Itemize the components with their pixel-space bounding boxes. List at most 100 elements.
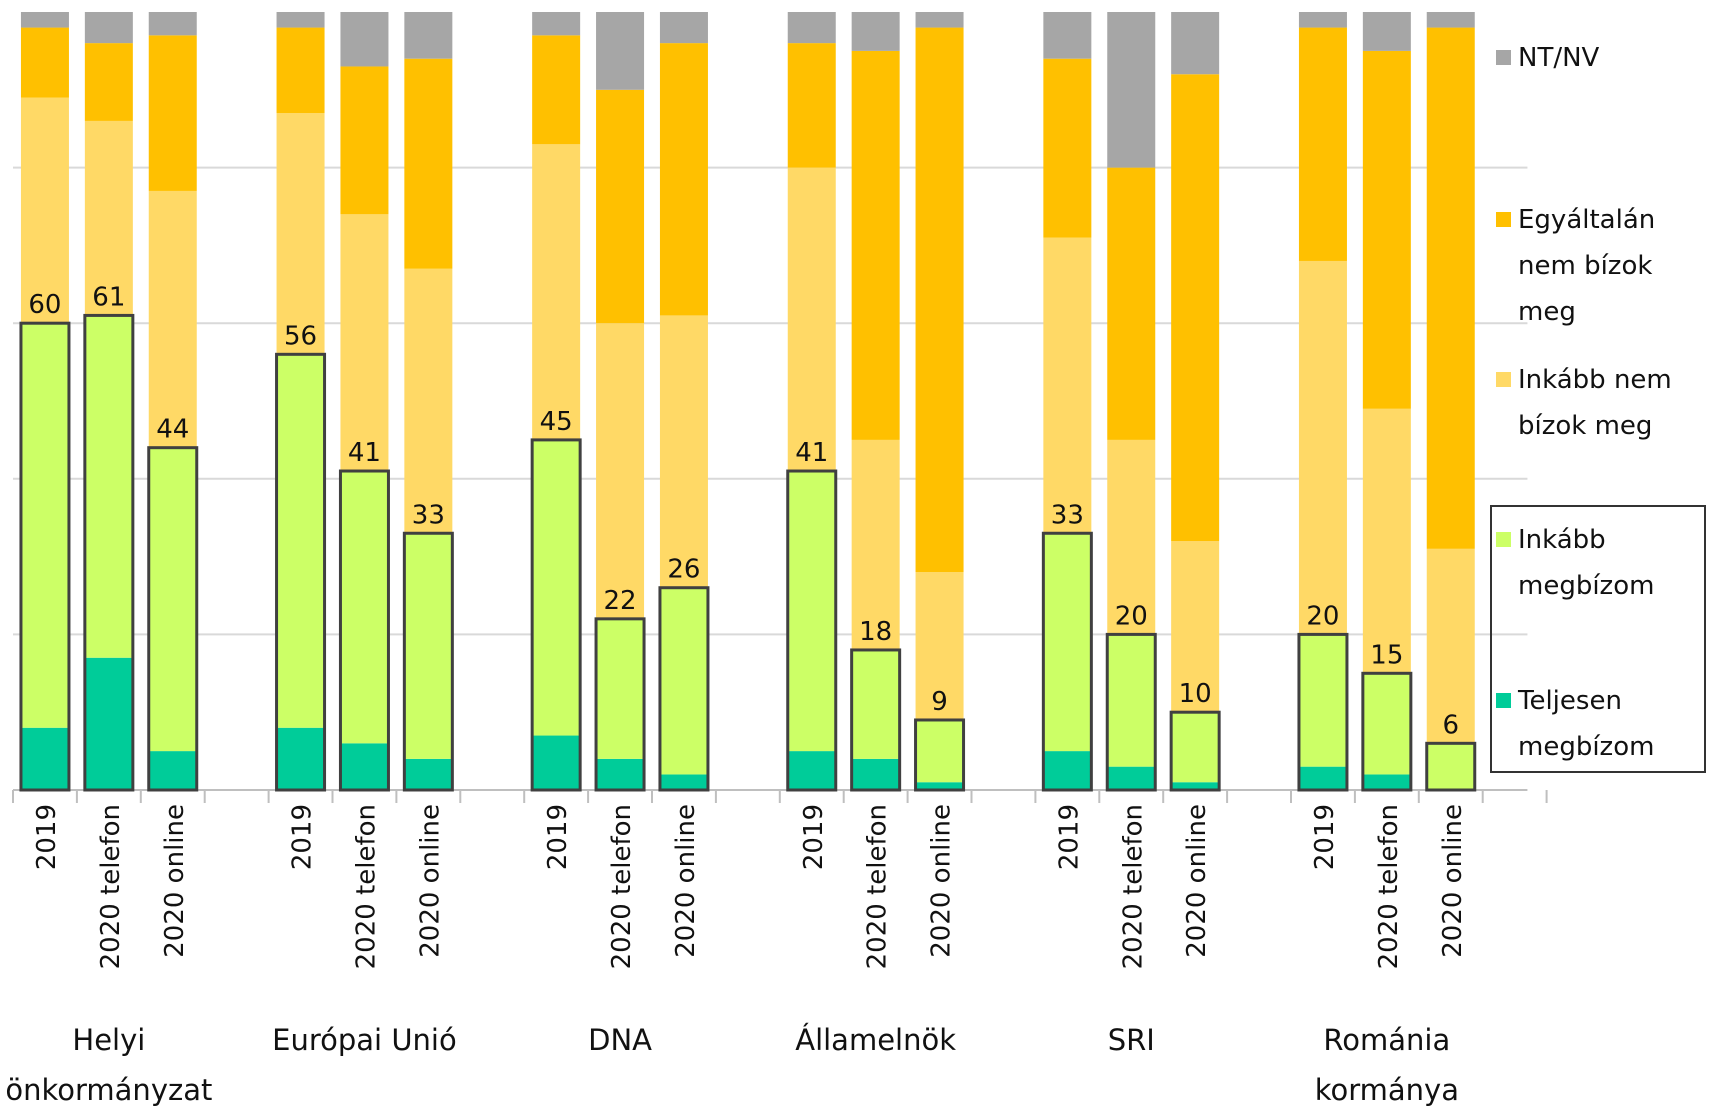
- bar-segment: [276, 354, 325, 728]
- bar-segment: [1362, 408, 1411, 674]
- bar-segment: [1171, 12, 1220, 75]
- group-label: SRI: [1107, 1023, 1155, 1057]
- trust-outline: [1105, 632, 1157, 792]
- bar-segment: [1426, 743, 1475, 790]
- bar-segment: [1298, 634, 1347, 767]
- bar-segment: [1171, 541, 1220, 713]
- bar-segment: [340, 12, 389, 67]
- data-label: 33: [1051, 500, 1084, 530]
- x-tick-label: 2020 online: [160, 804, 190, 958]
- bar-segment: [915, 27, 964, 573]
- legend-entry: Teljesen megbízom: [1496, 678, 1708, 770]
- bar-segment: [659, 587, 708, 775]
- data-label: 18: [859, 617, 892, 647]
- data-label: 9: [931, 687, 948, 717]
- bar-segment: [596, 323, 645, 619]
- trust-outline: [1297, 632, 1349, 792]
- bar-segment: [1362, 673, 1411, 775]
- trust-outline: [658, 586, 710, 792]
- bar-segment: [404, 58, 453, 269]
- bar-segment: [915, 782, 964, 790]
- bar-segment: [404, 758, 453, 790]
- bar-segment: [1426, 27, 1475, 549]
- x-tick-label: 2020 online: [415, 804, 445, 958]
- data-label: 22: [604, 586, 637, 616]
- trust-outline: [594, 617, 646, 792]
- bar-segment: [20, 12, 69, 28]
- bar-segment: [1171, 712, 1220, 783]
- bar-segment: [1171, 74, 1220, 542]
- trust-outline: [1041, 531, 1093, 792]
- data-label: 44: [156, 415, 189, 445]
- bar-segment: [851, 758, 900, 790]
- group-label: Európai Unió: [272, 1023, 457, 1057]
- legend-swatch: [1496, 693, 1511, 708]
- bar-segment: [596, 12, 645, 90]
- x-tick-label: 2020 telefon: [96, 804, 126, 969]
- trust-outline: [850, 648, 902, 792]
- bar-segment: [787, 751, 836, 790]
- group-label: Államelnök: [795, 1023, 957, 1057]
- bar-segment: [532, 35, 581, 145]
- legend-entry: Inkább nem bízok meg: [1496, 357, 1708, 449]
- group-label: Románia kormánya: [1314, 1023, 1459, 1107]
- x-tick-label: 2020 online: [1182, 804, 1212, 958]
- data-label: 41: [348, 438, 381, 468]
- x-tick-label: 2020 telefon: [351, 804, 381, 969]
- x-tick-label: 2019: [1310, 804, 1340, 870]
- bar-segment: [1171, 782, 1220, 790]
- x-tick-label: 2020 telefon: [1374, 804, 1404, 969]
- bar-segment: [1107, 167, 1156, 440]
- trust-outline: [402, 531, 454, 792]
- bar-segment: [659, 12, 708, 44]
- bar-segment: [20, 727, 69, 790]
- bar-segment: [404, 533, 453, 759]
- bar-segment: [915, 572, 964, 720]
- trust-outline: [1361, 671, 1413, 792]
- legend-swatch: [1496, 372, 1511, 387]
- bar-segment: [20, 323, 69, 728]
- bar-segment: [340, 743, 389, 790]
- data-label: 6: [1442, 710, 1459, 740]
- data-label: 45: [540, 407, 573, 437]
- bar-segment: [1298, 12, 1347, 28]
- x-tick-label: 2019: [288, 804, 318, 870]
- bar-segment: [851, 439, 900, 650]
- bar-segment: [851, 649, 900, 759]
- x-tick-label: 2019: [543, 804, 573, 870]
- bar-segment: [915, 719, 964, 783]
- legend-swatch: [1496, 212, 1511, 227]
- bar-segment: [1043, 751, 1092, 790]
- bar-segment: [84, 12, 133, 44]
- data-label: 41: [795, 438, 828, 468]
- bar-segment: [404, 12, 453, 59]
- bar-segment: [532, 735, 581, 790]
- bar-segment: [1426, 548, 1475, 744]
- bar-segment: [84, 657, 133, 790]
- x-tick-label: 2020 online: [671, 804, 701, 958]
- data-label: 20: [1115, 601, 1148, 631]
- trust-outline: [1169, 710, 1221, 792]
- trust-outline: [275, 352, 327, 792]
- bar-segment: [787, 12, 836, 44]
- bar-segment: [276, 113, 325, 355]
- trust-outline: [1425, 741, 1477, 792]
- trust-outline: [914, 718, 966, 792]
- legend-swatch: [1496, 50, 1511, 65]
- bar-segment: [148, 35, 197, 191]
- data-label: 26: [667, 555, 700, 585]
- bar-segment: [596, 89, 645, 324]
- data-label: 10: [1179, 679, 1212, 709]
- legend-entry: NT/NV: [1496, 35, 1708, 81]
- x-tick-label: 2019: [799, 804, 829, 870]
- x-tick-label: 2020 telefon: [607, 804, 637, 969]
- bar-segment: [787, 43, 836, 168]
- bar-segment: [1107, 12, 1156, 168]
- bar-segment: [851, 12, 900, 51]
- group-label: DNA: [588, 1023, 652, 1057]
- bar-segment: [84, 43, 133, 121]
- trust-outline: [786, 469, 838, 792]
- bar-segment: [596, 618, 645, 759]
- bar-segment: [1107, 766, 1156, 790]
